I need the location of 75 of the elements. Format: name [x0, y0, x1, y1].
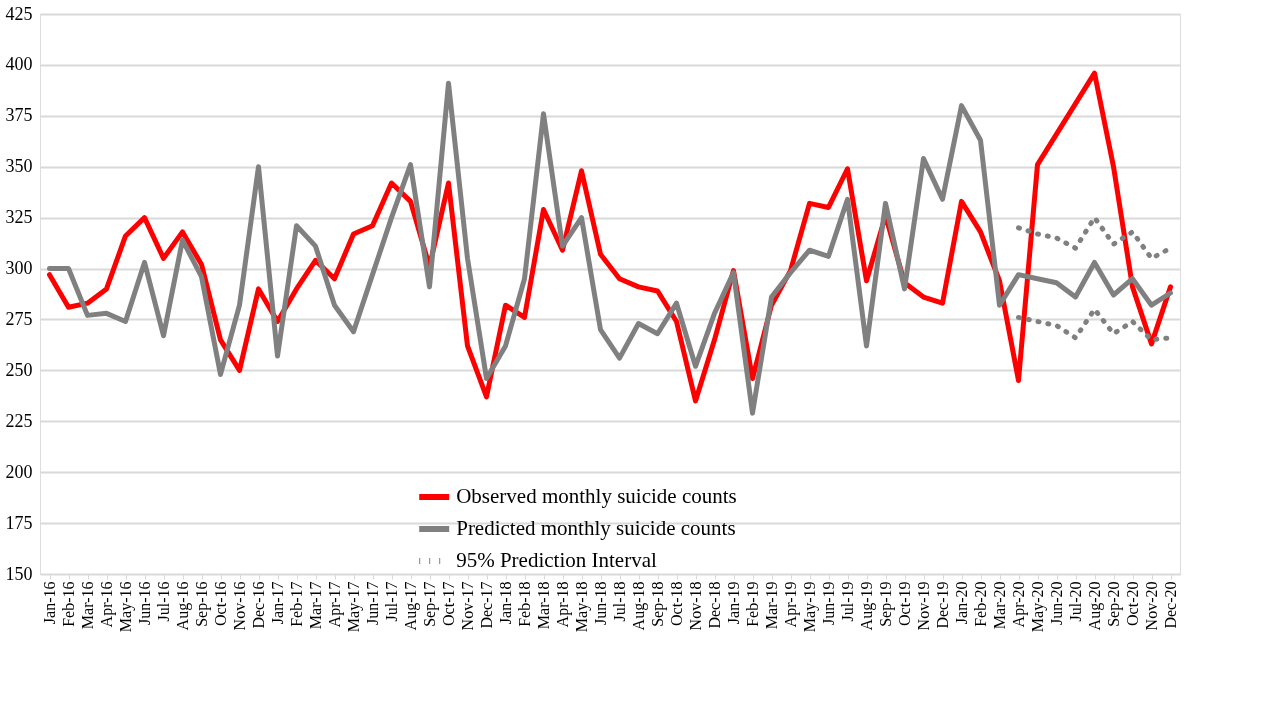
legend-label: Predicted monthly suicide counts — [456, 516, 736, 540]
x-tick-label: Apr-17 — [326, 581, 344, 628]
x-tick-label: Nov-16 — [231, 581, 248, 631]
x-tick-label: Dec-16 — [250, 581, 267, 629]
x-tick-label: Sep-18 — [649, 581, 667, 627]
x-tick-label: May-18 — [573, 581, 591, 633]
y-tick-label: 325 — [5, 207, 33, 228]
y-tick-label: 400 — [5, 54, 33, 75]
y-tick-label: 225 — [5, 410, 33, 431]
x-tick-label: Dec-20 — [1162, 581, 1179, 629]
x-tick-label: Jun-20 — [1048, 581, 1065, 626]
x-tick-label: Jul-20 — [1067, 581, 1084, 622]
x-tick-label: Aug-16 — [174, 581, 192, 631]
y-tick-label: 275 — [5, 308, 33, 329]
x-tick-label: Feb-16 — [60, 581, 77, 627]
x-tick-label: Apr-16 — [98, 581, 116, 628]
x-tick-label: Nov-17 — [459, 581, 476, 631]
x-tick-label: Sep-20 — [1105, 581, 1123, 627]
y-tick-label: 300 — [5, 258, 33, 279]
x-tick-label: Oct-17 — [440, 581, 457, 626]
x-tick-label: May-20 — [1029, 581, 1047, 633]
y-tick-label: 350 — [5, 156, 33, 177]
x-tick-label: Apr-18 — [554, 581, 572, 628]
legend-label: 95% Prediction Interval — [456, 548, 657, 572]
x-tick-label: Jan-16 — [41, 581, 58, 625]
x-tick-label: Aug-17 — [402, 581, 420, 631]
x-tick-label: Dec-18 — [706, 581, 723, 629]
x-tick-label: Jun-19 — [820, 581, 837, 626]
x-tick-label: Mar-18 — [535, 581, 552, 630]
x-tick-label: Jun-16 — [136, 581, 153, 626]
x-tick-label: Oct-20 — [1124, 581, 1141, 626]
x-tick-label: Nov-20 — [1143, 581, 1160, 631]
x-tick-label: May-17 — [345, 581, 363, 633]
x-tick-label: Mar-20 — [991, 581, 1008, 630]
y-tick-label: 175 — [5, 512, 33, 533]
x-tick-label: Mar-16 — [79, 581, 96, 630]
legend-label: Observed monthly suicide counts — [456, 484, 737, 508]
x-tick-label: Aug-19 — [858, 581, 876, 631]
x-tick-label: Jan-17 — [269, 581, 286, 625]
x-tick-label: Apr-19 — [782, 581, 800, 628]
x-tick-label: Aug-18 — [630, 581, 648, 631]
y-tick-label: 200 — [5, 461, 33, 482]
x-tick-label: Apr-20 — [1010, 581, 1028, 628]
y-tick-label: 425 — [5, 3, 33, 24]
y-tick-label: 375 — [5, 105, 33, 126]
x-tick-label: Feb-17 — [288, 581, 305, 627]
x-tick-label: Sep-19 — [877, 581, 895, 627]
x-tick-label: Jan-18 — [497, 581, 514, 625]
x-tick-label: Jul-18 — [611, 581, 628, 622]
x-tick-label: Dec-17 — [478, 581, 495, 629]
x-tick-label: Jun-18 — [592, 581, 609, 626]
x-tick-label: Sep-17 — [421, 581, 439, 627]
x-tick-label: May-19 — [801, 581, 819, 633]
x-tick-label: Jun-17 — [364, 581, 381, 626]
y-tick-label: 150 — [5, 563, 33, 584]
x-tick-label: Oct-16 — [212, 581, 229, 626]
x-tick-label: Jul-17 — [383, 581, 400, 622]
x-tick-label: Jul-19 — [839, 581, 856, 622]
x-tick-label: Sep-16 — [193, 581, 211, 627]
x-tick-label: Nov-19 — [915, 581, 932, 631]
x-tick-label: Jan-20 — [953, 581, 970, 625]
x-tick-label: Feb-18 — [516, 581, 533, 627]
x-tick-label: Mar-17 — [307, 581, 324, 630]
x-tick-label: Feb-20 — [972, 581, 989, 627]
x-tick-label: Jul-16 — [155, 581, 172, 622]
x-tick-label: Feb-19 — [744, 581, 761, 627]
x-tick-label: Dec-19 — [934, 581, 951, 629]
x-tick-label: Oct-18 — [668, 581, 685, 626]
x-tick-label: Mar-19 — [763, 581, 780, 630]
x-tick-label: Nov-18 — [687, 581, 704, 631]
x-tick-label: Jan-19 — [725, 581, 742, 625]
y-tick-label: 250 — [5, 359, 33, 380]
x-tick-label: Oct-19 — [896, 581, 913, 626]
x-tick-label: Aug-20 — [1086, 581, 1104, 631]
x-tick-label: May-16 — [117, 581, 135, 633]
